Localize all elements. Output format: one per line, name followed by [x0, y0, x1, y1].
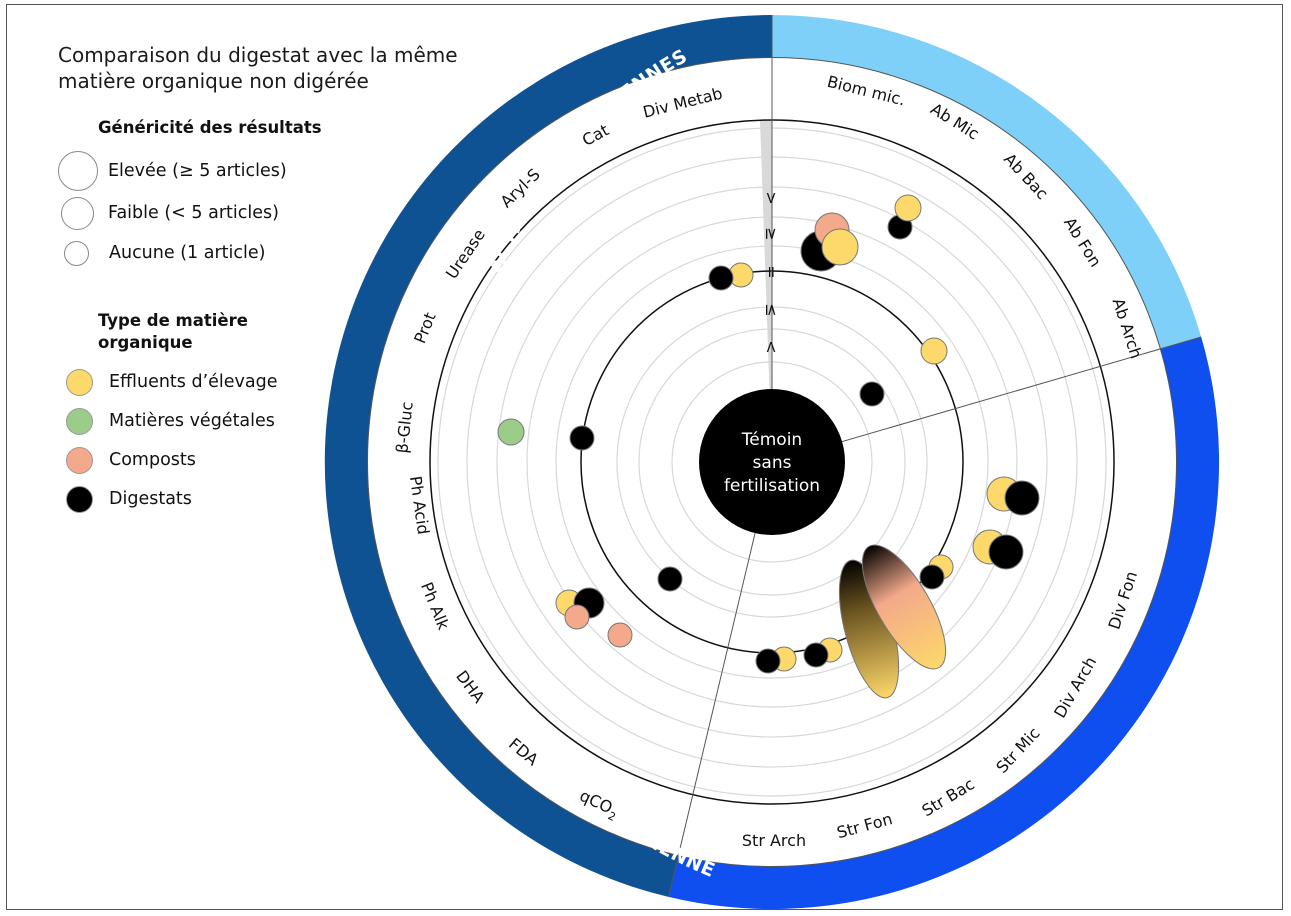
indicator-prot: Prot	[410, 310, 439, 346]
legend-type-vegetal-label: Matières végétales	[109, 411, 275, 431]
center-disc	[699, 389, 845, 535]
circle-large-icon	[58, 151, 98, 191]
sector-band-abondance	[772, 14, 1202, 350]
range-ellipse-compost	[861, 544, 947, 670]
scale-label-eq: =	[762, 265, 781, 278]
indicator-biom-mic: Biom mic.	[825, 72, 907, 110]
scale-highlight-wedge	[760, 120, 772, 462]
legend-genericity-low-label: Faible (< 5 articles)	[108, 203, 279, 223]
indicator-str-fon: Str Fon	[835, 809, 895, 842]
sector-band-diversite	[668, 337, 1220, 910]
point-div-fon-digestat	[1004, 480, 1040, 516]
indicator-beta-gluc: β-Gluc	[392, 401, 416, 454]
point-div-metab-digestat	[708, 265, 734, 291]
legend-genericity-none-label: Aucune (1 article)	[109, 243, 266, 263]
center-label-line-2: sans	[753, 453, 792, 473]
center-label-line-3: fertilisation	[724, 476, 820, 496]
point-dha-compost	[607, 622, 633, 648]
indicator-div-metab: Div Metab	[641, 84, 724, 122]
point-ph-alk-compost	[564, 604, 590, 630]
legend-type-compost-label: Composts	[109, 450, 196, 470]
indicator-str-arch: Str Arch	[742, 831, 806, 850]
scale-label-ge: ≥	[762, 227, 781, 240]
swatch-digestat-icon	[66, 485, 93, 513]
indicator-ab-arch: Ab Arch	[1109, 296, 1146, 361]
indicator-ph-alk: Ph Alk	[417, 579, 453, 633]
legend-genericity-low: Faible (< 5 articles)	[58, 193, 279, 233]
indicator-urease: Urease	[442, 225, 489, 282]
legend-genericity-high: Elevée (≥ 5 articles)	[58, 151, 287, 191]
legend-type-vegetal: Matières végétales	[58, 401, 275, 441]
point-str-mic-digestat	[919, 564, 945, 590]
indicator-ph-acid: Ph Acid	[406, 475, 433, 536]
point-str-fon-digestat	[803, 642, 829, 668]
point-ab-digestat	[859, 381, 885, 407]
legend-genericity-heading: Généricité des résultats	[98, 118, 322, 137]
legend-type-effluents-label: Effluents d’élevage	[109, 372, 278, 392]
legend-type-compost: Composts	[58, 440, 196, 480]
swatch-compost-icon	[66, 446, 93, 474]
center-label: Témoin sans fertilisation	[724, 430, 820, 496]
swatch-effluents-icon	[66, 368, 93, 396]
point-ph-acid-digestat	[657, 566, 683, 592]
point-biom-mic-effluent	[821, 228, 859, 266]
figure-title: Comparaison du digestat avec la même mat…	[58, 42, 578, 94]
legend-type-heading-line-2: organique	[98, 333, 193, 352]
scale-labels: > ≥ = ≤ <	[762, 191, 781, 353]
divider-line	[668, 461, 773, 898]
legend-type-heading: Type de matière organique	[98, 310, 248, 354]
scale-label-lt: <	[762, 340, 781, 353]
indicator-qco2-subscript: 2	[606, 809, 618, 824]
legend-type-effluents: Effluents d’élevage	[58, 362, 278, 402]
scale-label-gt: >	[762, 191, 781, 204]
indicator-dha: DHA	[452, 667, 488, 707]
sector-dividers	[668, 15, 1202, 898]
data-points	[497, 194, 1040, 674]
point-ab-mic-effluent	[894, 194, 922, 222]
point-beta-gluc-vegetal	[497, 418, 525, 446]
legend-type-heading-line-1: Type de matière	[98, 311, 248, 330]
point-div-arch-digestat	[988, 534, 1024, 570]
center-label-line-1: Témoin	[741, 430, 802, 450]
point-beta-gluc-digestat	[569, 425, 595, 451]
circle-medium-icon	[61, 196, 94, 230]
swatch-vegetal-icon	[66, 407, 93, 435]
legend-genericity-high-label: Elevée (≥ 5 articles)	[108, 161, 287, 181]
title-line-1: Comparaison du digestat avec la même	[58, 43, 458, 67]
indicator-str-bac: Str Bac	[919, 774, 978, 820]
legend-type-digestat-label: Digestats	[109, 489, 192, 509]
point-ab-fon-effluent	[920, 337, 948, 365]
legend-genericity-none: Aucune (1 article)	[58, 233, 265, 273]
scale-label-le: ≤	[762, 303, 781, 316]
legend-type-digestat: Digestats	[58, 479, 192, 519]
title-line-2: matière organique non digérée	[58, 69, 369, 93]
indicator-div-fon: Div Fon	[1104, 569, 1141, 632]
divider-line	[771, 336, 1202, 463]
figure-frame	[6, 4, 1283, 910]
circle-small-icon	[64, 240, 89, 266]
point-str-arch-digestat	[755, 648, 781, 674]
